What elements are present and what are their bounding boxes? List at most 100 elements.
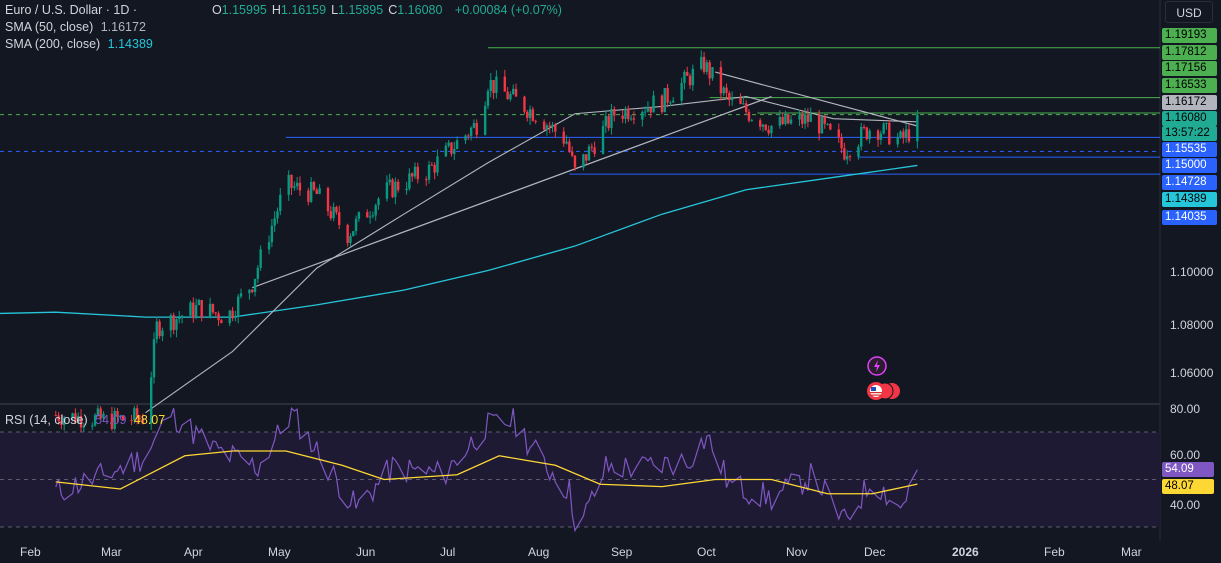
currency-button[interactable]: USD [1165, 1, 1213, 23]
candle-body [388, 179, 391, 183]
candle-body [904, 129, 908, 138]
us-flag-events-icon[interactable] [864, 380, 904, 402]
candle [570, 146, 574, 158]
time-axis-label: 2026 [952, 545, 979, 559]
candle [99, 406, 102, 420]
candle-body [528, 109, 532, 118]
price-axis-label: 1.06000 [1170, 366, 1214, 380]
candle [194, 298, 198, 320]
candle-body [138, 418, 142, 420]
candle [169, 313, 173, 338]
change-value: +0.00084 (+0.07%) [454, 3, 562, 17]
candle-body [489, 80, 492, 91]
candle [253, 278, 257, 297]
candle [295, 177, 299, 190]
candle [158, 319, 161, 339]
candle [152, 332, 156, 384]
candle [829, 122, 832, 131]
candle-body [312, 182, 316, 190]
candle [200, 299, 203, 322]
sma50-legend[interactable]: SMA (50, close) 1.16172 [5, 20, 150, 34]
candle [433, 162, 436, 180]
candle-body [368, 216, 372, 218]
ohlc-value: 1.15895 [338, 3, 384, 17]
candle-body [568, 141, 571, 152]
candle [534, 119, 537, 125]
candle-body [747, 111, 751, 121]
sma200-legend[interactable]: SMA (200, close) 1.14389 [5, 37, 157, 51]
ohlc-key: H [271, 3, 281, 17]
candle-body [761, 124, 765, 127]
candle [290, 174, 293, 196]
redacted-region [144, 4, 205, 17]
candle-body [534, 120, 537, 122]
candle [141, 413, 144, 425]
candle [593, 141, 596, 157]
candle-body [601, 126, 605, 154]
candle-body [259, 249, 262, 268]
candle-body [77, 415, 80, 423]
candle-body [405, 188, 408, 191]
candle [705, 59, 709, 75]
candle-body [71, 413, 74, 418]
candle [135, 404, 139, 425]
time-axis-label: Sep [611, 545, 633, 559]
candle [750, 119, 753, 122]
candle [354, 215, 358, 236]
candle-body [385, 182, 389, 199]
candle [787, 114, 790, 125]
time-axis-label: Oct [697, 545, 716, 559]
candle-body [62, 417, 66, 425]
rsi-pane [0, 407, 1160, 533]
candle [357, 211, 361, 222]
candle-body [338, 212, 341, 225]
price-tag: 1.14389 [1162, 192, 1217, 207]
candle [486, 88, 490, 110]
candle [408, 168, 411, 191]
candle [453, 141, 456, 160]
candle [641, 110, 644, 127]
candle-body [885, 122, 888, 124]
candle-body [750, 120, 753, 122]
candle-body [705, 62, 709, 72]
candle-body [798, 114, 801, 120]
candle [512, 84, 515, 96]
candle [214, 311, 217, 317]
candle [208, 297, 212, 319]
candle-body [141, 418, 144, 424]
rsi-value: 54.09 [95, 413, 127, 427]
candle [475, 119, 478, 139]
candle [904, 123, 908, 143]
candle-body [472, 122, 476, 128]
candle-body [234, 316, 237, 319]
candle-body [899, 131, 902, 138]
lightning-event-icon[interactable] [866, 355, 888, 377]
candle-body [809, 114, 812, 122]
candle [770, 125, 773, 138]
candle-body [621, 115, 624, 119]
candle-body [691, 68, 695, 86]
candle-body [700, 56, 703, 69]
candle-body [194, 305, 198, 318]
candle [554, 122, 557, 138]
candle [172, 312, 175, 335]
candle [879, 130, 883, 145]
candle-body [273, 218, 276, 226]
rsi-legend[interactable]: RSI (14, close) 54.09 48.07 [5, 413, 169, 427]
candle [444, 142, 448, 157]
trendline [715, 71, 918, 127]
candle-body [307, 190, 310, 202]
symbol-legend[interactable]: Euro / U.S. Dollar · 1D · O1.15995 H1.161… [5, 3, 566, 17]
price-tag: 1.17812 [1162, 45, 1217, 60]
candle [621, 109, 624, 124]
candle [54, 410, 57, 417]
candle [256, 265, 260, 283]
symbol-title[interactable]: Euro / U.S. Dollar · 1D · [5, 3, 141, 17]
candle [837, 123, 840, 143]
candle [60, 414, 63, 430]
candle [366, 209, 369, 218]
candle [315, 187, 318, 195]
candle-body [862, 126, 866, 128]
candle-body [767, 129, 770, 134]
